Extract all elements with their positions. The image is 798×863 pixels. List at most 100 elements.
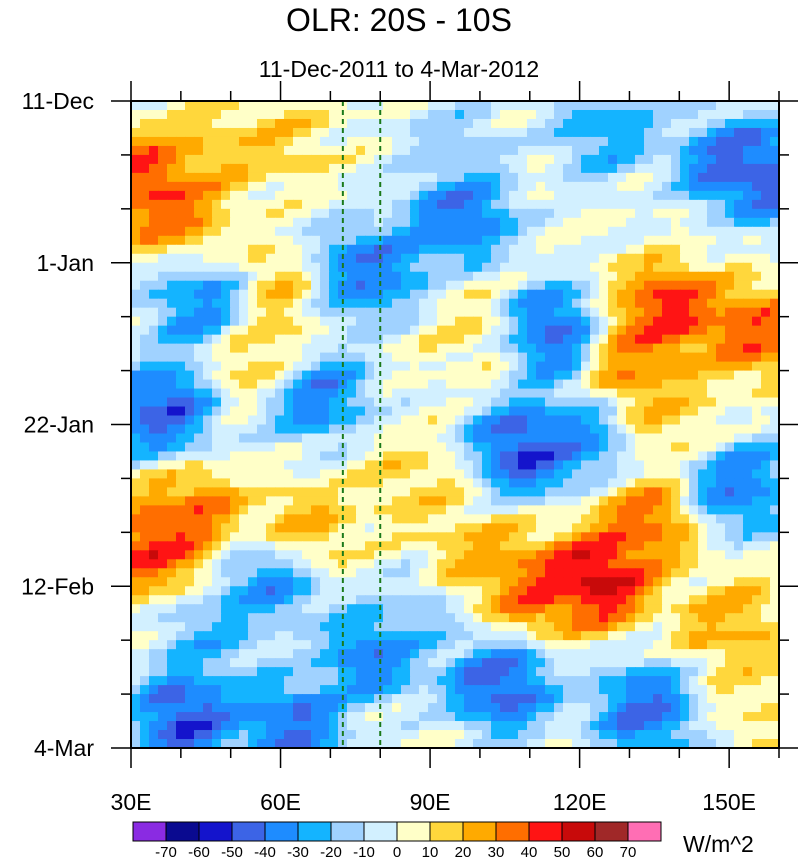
heatmap-cell (554, 703, 564, 713)
heatmap-cell (590, 649, 600, 659)
heatmap-cell (428, 316, 438, 327)
heatmap-cell (455, 559, 465, 569)
heatmap-cell (455, 181, 465, 192)
heatmap-cell (626, 559, 636, 569)
heatmap-cell (365, 541, 375, 551)
heatmap-cell (329, 101, 339, 111)
heatmap-cell (383, 586, 393, 596)
heatmap-cell (248, 235, 258, 246)
heatmap-cell (752, 505, 762, 515)
heatmap-cell (617, 154, 627, 165)
heatmap-cell (563, 136, 573, 147)
heatmap-cell (365, 505, 375, 515)
heatmap-cell (176, 469, 186, 480)
heatmap-cell (689, 514, 699, 524)
heatmap-cell (266, 136, 276, 147)
heatmap-cell (563, 172, 573, 183)
heatmap-cell (554, 163, 564, 174)
heatmap-cell (203, 244, 213, 255)
heatmap-cell (248, 163, 258, 174)
heatmap-cell (689, 307, 699, 318)
heatmap-cell (482, 505, 492, 515)
heatmap-cell (590, 280, 600, 291)
heatmap-cell (194, 703, 204, 713)
heatmap-cell (752, 550, 762, 560)
heatmap-cell (500, 388, 510, 399)
heatmap-cell (203, 415, 213, 426)
heatmap-cell (581, 514, 591, 524)
heatmap-cell (662, 424, 672, 435)
heatmap-cell (293, 379, 303, 390)
heatmap-cell (284, 145, 294, 156)
heatmap-cell (428, 127, 438, 138)
heatmap-cell (176, 118, 186, 129)
heatmap-cell (464, 631, 474, 641)
heatmap-cell (455, 631, 465, 641)
heatmap-cell (401, 550, 411, 560)
heatmap-cell (653, 523, 663, 533)
heatmap-cell (473, 433, 483, 444)
heatmap-cell (482, 253, 492, 264)
heatmap-cell (725, 325, 735, 336)
heatmap-cell (167, 118, 177, 129)
heatmap-cell (536, 199, 546, 210)
heatmap-cell (266, 181, 276, 192)
heatmap-cell (257, 325, 267, 336)
heatmap-cell (221, 622, 231, 632)
heatmap-cell (599, 361, 609, 372)
heatmap-cell (410, 118, 420, 129)
heatmap-cell (653, 406, 663, 417)
heatmap-cell (590, 703, 600, 713)
heatmap-cell (770, 505, 779, 515)
heatmap-cell (752, 101, 762, 111)
heatmap-cell (203, 145, 213, 156)
heatmap-cell (149, 433, 159, 444)
heatmap-cell (131, 496, 141, 506)
heatmap-cell (500, 604, 510, 614)
heatmap-cell (329, 352, 339, 363)
heatmap-cell (392, 694, 402, 704)
heatmap-cell (662, 694, 672, 704)
heatmap-cell (329, 667, 339, 677)
heatmap-cell (392, 703, 402, 713)
heatmap-cell (734, 325, 744, 336)
heatmap-cell (212, 271, 222, 282)
heatmap-cell (329, 298, 339, 309)
heatmap-cell (590, 101, 600, 111)
heatmap-cell (293, 568, 303, 578)
heatmap-cell (734, 172, 744, 183)
heatmap-cell (329, 406, 339, 417)
heatmap-cell (590, 604, 600, 614)
heatmap-cell (626, 523, 636, 533)
heatmap-cell (248, 415, 258, 426)
heatmap-cell (419, 307, 429, 318)
heatmap-cell (653, 460, 663, 471)
heatmap-cell (725, 181, 735, 192)
heatmap-cell (482, 163, 492, 174)
heatmap-cell (644, 604, 654, 614)
heatmap-cell (599, 343, 609, 354)
heatmap-cell (266, 442, 276, 453)
heatmap-cell (194, 685, 204, 695)
heatmap-cell (149, 613, 159, 623)
heatmap-cell (563, 163, 573, 174)
heatmap-cell (716, 316, 726, 327)
heatmap-cell (374, 118, 384, 129)
heatmap-cell (527, 685, 537, 695)
heatmap-cell (311, 298, 321, 309)
heatmap-cell (347, 397, 357, 408)
heatmap-cell (545, 334, 555, 345)
heatmap-cell (554, 199, 564, 210)
heatmap-cell (491, 334, 501, 345)
heatmap-cell (626, 379, 636, 390)
heatmap-cell (527, 667, 537, 677)
heatmap-cell (743, 163, 753, 174)
heatmap-cell (518, 217, 528, 228)
heatmap-cell (230, 190, 240, 201)
heatmap-cell (374, 154, 384, 165)
heatmap-cell (239, 577, 249, 587)
heatmap-cell (464, 361, 474, 372)
heatmap-cell (581, 505, 591, 515)
heatmap-cell (194, 271, 204, 282)
heatmap-cell (536, 487, 546, 497)
